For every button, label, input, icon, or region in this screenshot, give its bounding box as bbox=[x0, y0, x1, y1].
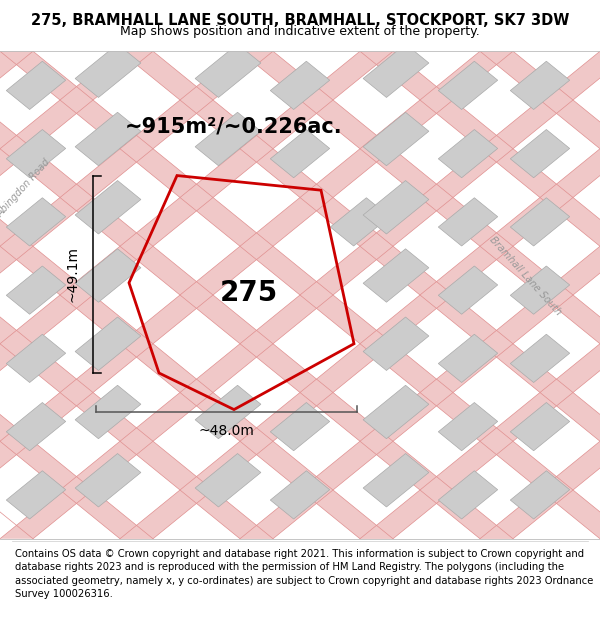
Polygon shape bbox=[7, 471, 65, 519]
Polygon shape bbox=[439, 266, 497, 314]
Polygon shape bbox=[439, 471, 497, 519]
Polygon shape bbox=[439, 402, 497, 451]
Polygon shape bbox=[120, 51, 600, 441]
Polygon shape bbox=[75, 44, 141, 98]
Polygon shape bbox=[195, 44, 261, 98]
Polygon shape bbox=[363, 249, 429, 302]
Polygon shape bbox=[75, 249, 141, 302]
Polygon shape bbox=[75, 385, 141, 439]
Polygon shape bbox=[0, 51, 33, 78]
Polygon shape bbox=[480, 441, 600, 539]
Polygon shape bbox=[0, 51, 153, 176]
Polygon shape bbox=[0, 219, 393, 539]
Polygon shape bbox=[240, 246, 600, 539]
Polygon shape bbox=[195, 454, 261, 507]
Polygon shape bbox=[511, 129, 569, 178]
Polygon shape bbox=[511, 198, 569, 246]
Polygon shape bbox=[439, 198, 497, 246]
Text: ~49.1m: ~49.1m bbox=[66, 246, 80, 302]
Text: Abingdon Road: Abingdon Road bbox=[0, 157, 53, 219]
Polygon shape bbox=[439, 61, 497, 109]
Polygon shape bbox=[360, 51, 600, 246]
Polygon shape bbox=[0, 51, 273, 273]
Polygon shape bbox=[363, 317, 429, 371]
Polygon shape bbox=[0, 51, 600, 539]
Polygon shape bbox=[7, 61, 65, 109]
Polygon shape bbox=[511, 266, 569, 314]
Polygon shape bbox=[0, 51, 393, 371]
Polygon shape bbox=[511, 402, 569, 451]
Polygon shape bbox=[363, 112, 429, 166]
Polygon shape bbox=[511, 471, 569, 519]
Polygon shape bbox=[271, 61, 329, 109]
Polygon shape bbox=[363, 454, 429, 507]
Polygon shape bbox=[439, 334, 497, 382]
Text: ~48.0m: ~48.0m bbox=[199, 424, 254, 438]
Polygon shape bbox=[363, 385, 429, 439]
Polygon shape bbox=[511, 334, 569, 382]
Polygon shape bbox=[439, 129, 497, 178]
Polygon shape bbox=[75, 454, 141, 507]
Polygon shape bbox=[7, 266, 65, 314]
Polygon shape bbox=[75, 317, 141, 371]
Text: Map shows position and indicative extent of the property.: Map shows position and indicative extent… bbox=[120, 26, 480, 39]
Polygon shape bbox=[195, 112, 261, 166]
Polygon shape bbox=[271, 402, 329, 451]
Polygon shape bbox=[0, 51, 513, 468]
Text: 275, BRAMHALL LANE SOUTH, BRAMHALL, STOCKPORT, SK7 3DW: 275, BRAMHALL LANE SOUTH, BRAMHALL, STOC… bbox=[31, 12, 569, 28]
Polygon shape bbox=[360, 344, 600, 539]
Text: Bramhall Lane South: Bramhall Lane South bbox=[487, 234, 563, 317]
Polygon shape bbox=[7, 198, 65, 246]
Polygon shape bbox=[480, 51, 600, 149]
Polygon shape bbox=[0, 414, 153, 539]
Polygon shape bbox=[75, 181, 141, 234]
Polygon shape bbox=[0, 51, 600, 539]
Polygon shape bbox=[75, 112, 141, 166]
Polygon shape bbox=[271, 129, 329, 178]
Text: Contains OS data © Crown copyright and database right 2021. This information is : Contains OS data © Crown copyright and d… bbox=[15, 549, 593, 599]
Polygon shape bbox=[195, 385, 261, 439]
Text: ~915m²/~0.226ac.: ~915m²/~0.226ac. bbox=[125, 117, 343, 137]
Polygon shape bbox=[7, 402, 65, 451]
Polygon shape bbox=[363, 181, 429, 234]
Polygon shape bbox=[0, 122, 513, 539]
Polygon shape bbox=[120, 149, 600, 539]
Polygon shape bbox=[271, 471, 329, 519]
Polygon shape bbox=[7, 129, 65, 178]
Polygon shape bbox=[363, 44, 429, 98]
Polygon shape bbox=[331, 198, 389, 246]
Polygon shape bbox=[7, 334, 65, 382]
Text: 275: 275 bbox=[220, 279, 278, 306]
Polygon shape bbox=[240, 51, 600, 344]
Polygon shape bbox=[511, 61, 569, 109]
Polygon shape bbox=[0, 317, 273, 539]
